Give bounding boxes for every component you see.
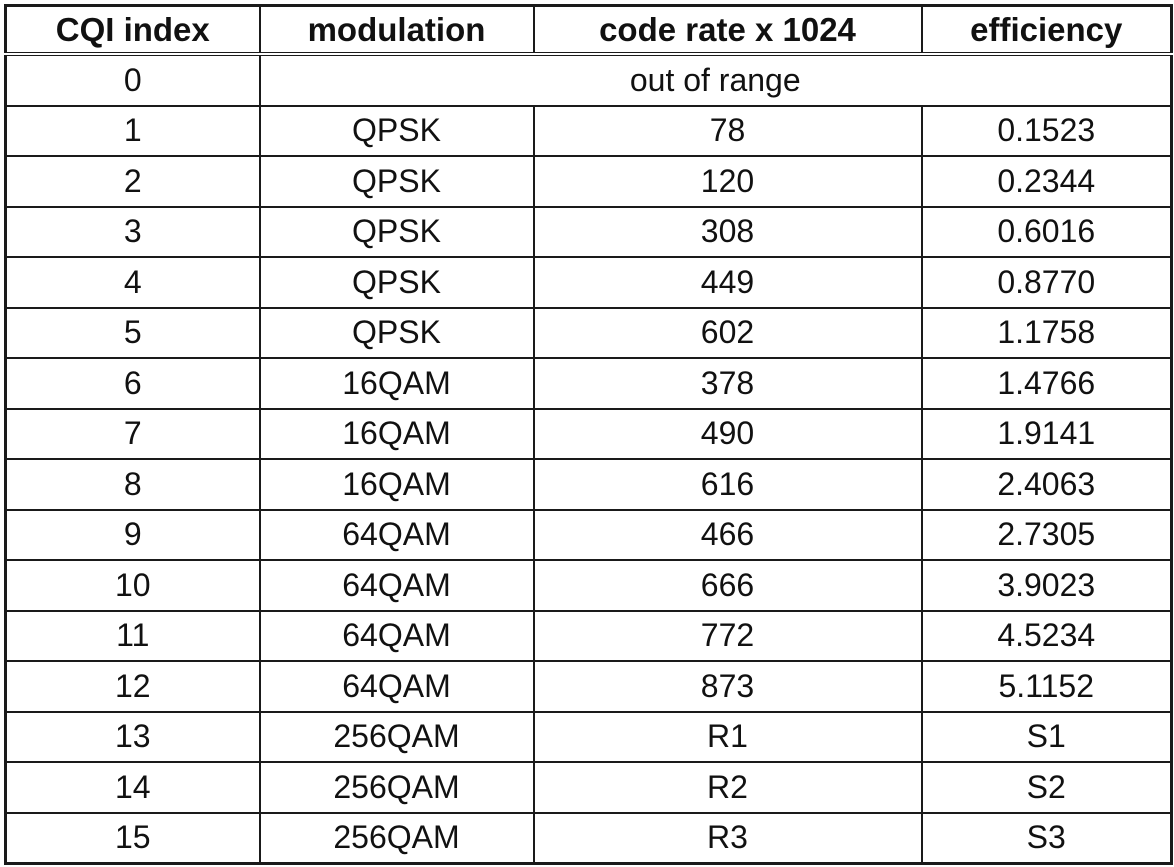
out-of-range-cell: out of range [258, 53, 1173, 107]
table-row: 10 64QAM 666 3.9023 [4, 559, 1173, 612]
code-rate-cell: 449 [532, 256, 923, 309]
modulation-cell: 256QAM [258, 811, 535, 865]
code-rate-cell: 308 [532, 205, 923, 258]
modulation-cell: QPSK [258, 104, 535, 157]
table-row-out-of-range: 0 out of range [4, 53, 1173, 107]
cqi-index-cell: 1 [4, 104, 261, 157]
cqi-index-cell: 10 [4, 559, 261, 612]
table-row: 6 16QAM 378 1.4766 [4, 357, 1173, 410]
efficiency-cell: 3.9023 [920, 559, 1173, 612]
table-row: 2 QPSK 120 0.2344 [4, 155, 1173, 208]
table-row: 4 QPSK 449 0.8770 [4, 256, 1173, 309]
table-row: 7 16QAM 490 1.9141 [4, 407, 1173, 460]
efficiency-cell: 0.2344 [920, 155, 1173, 208]
code-rate-cell: 78 [532, 104, 923, 157]
code-rate-cell: 466 [532, 508, 923, 561]
table-row: 13 256QAM R1 S1 [4, 710, 1173, 763]
code-rate-cell: 873 [532, 660, 923, 713]
code-rate-cell: 120 [532, 155, 923, 208]
table-body: 0 out of range 1 QPSK 78 0.1523 2 QPSK 120 0.23… [4, 53, 1173, 865]
header-code-rate: code rate x 1024 [532, 4, 923, 55]
code-rate-cell: R3 [532, 811, 923, 865]
cqi-index-cell: 14 [4, 761, 261, 814]
code-rate-cell: R2 [532, 761, 923, 814]
modulation-cell: 64QAM [258, 559, 535, 612]
header-efficiency: efficiency [920, 4, 1173, 55]
cqi-index-cell: 0 [4, 53, 261, 107]
code-rate-cell: 772 [532, 609, 923, 662]
table-header: CQI index modulation code rate x 1024 ef… [4, 4, 1173, 55]
efficiency-cell: 0.1523 [920, 104, 1173, 157]
efficiency-cell: S2 [920, 761, 1173, 814]
efficiency-cell: 1.1758 [920, 306, 1173, 359]
cqi-index-cell: 9 [4, 508, 261, 561]
cqi-index-cell: 8 [4, 458, 261, 511]
table-row: 8 16QAM 616 2.4063 [4, 458, 1173, 511]
modulation-cell: QPSK [258, 155, 535, 208]
efficiency-cell: 1.9141 [920, 407, 1173, 460]
efficiency-cell: 0.6016 [920, 205, 1173, 258]
table-row: 3 QPSK 308 0.6016 [4, 205, 1173, 258]
cqi-index-cell: 7 [4, 407, 261, 460]
modulation-cell: 64QAM [258, 609, 535, 662]
modulation-cell: 16QAM [258, 458, 535, 511]
cqi-index-cell: 2 [4, 155, 261, 208]
modulation-cell: 256QAM [258, 761, 535, 814]
modulation-cell: 16QAM [258, 407, 535, 460]
cqi-index-cell: 13 [4, 710, 261, 763]
table-row: 5 QPSK 602 1.1758 [4, 306, 1173, 359]
table-row: 12 64QAM 873 5.1152 [4, 660, 1173, 713]
cqi-index-cell: 4 [4, 256, 261, 309]
code-rate-cell: 490 [532, 407, 923, 460]
code-rate-cell: 666 [532, 559, 923, 612]
table-row: 9 64QAM 466 2.7305 [4, 508, 1173, 561]
efficiency-cell: 0.8770 [920, 256, 1173, 309]
header-cqi-index: CQI index [4, 4, 261, 55]
code-rate-cell: 616 [532, 458, 923, 511]
efficiency-cell: S1 [920, 710, 1173, 763]
cqi-index-cell: 12 [4, 660, 261, 713]
cqi-index-cell: 15 [4, 811, 261, 865]
cqi-index-cell: 5 [4, 306, 261, 359]
cqi-index-cell: 3 [4, 205, 261, 258]
modulation-cell: QPSK [258, 256, 535, 309]
code-rate-cell: 602 [532, 306, 923, 359]
efficiency-cell: 4.5234 [920, 609, 1173, 662]
modulation-cell: QPSK [258, 306, 535, 359]
modulation-cell: 16QAM [258, 357, 535, 410]
header-row: CQI index modulation code rate x 1024 ef… [4, 4, 1173, 55]
modulation-cell: 64QAM [258, 508, 535, 561]
modulation-cell: QPSK [258, 205, 535, 258]
efficiency-cell: S3 [920, 811, 1173, 865]
code-rate-cell: R1 [532, 710, 923, 763]
modulation-cell: 64QAM [258, 660, 535, 713]
code-rate-cell: 378 [532, 357, 923, 410]
table-row: 1 QPSK 78 0.1523 [4, 104, 1173, 157]
modulation-cell: 256QAM [258, 710, 535, 763]
efficiency-cell: 5.1152 [920, 660, 1173, 713]
efficiency-cell: 1.4766 [920, 357, 1173, 410]
table-row: 14 256QAM R2 S2 [4, 761, 1173, 814]
header-modulation: modulation [258, 4, 535, 55]
efficiency-cell: 2.4063 [920, 458, 1173, 511]
cqi-index-cell: 6 [4, 357, 261, 410]
efficiency-cell: 2.7305 [920, 508, 1173, 561]
cqi-table: CQI index modulation code rate x 1024 ef… [4, 4, 1173, 865]
table-row: 11 64QAM 772 4.5234 [4, 609, 1173, 662]
cqi-index-cell: 11 [4, 609, 261, 662]
table-row: 15 256QAM R3 S3 [4, 811, 1173, 865]
